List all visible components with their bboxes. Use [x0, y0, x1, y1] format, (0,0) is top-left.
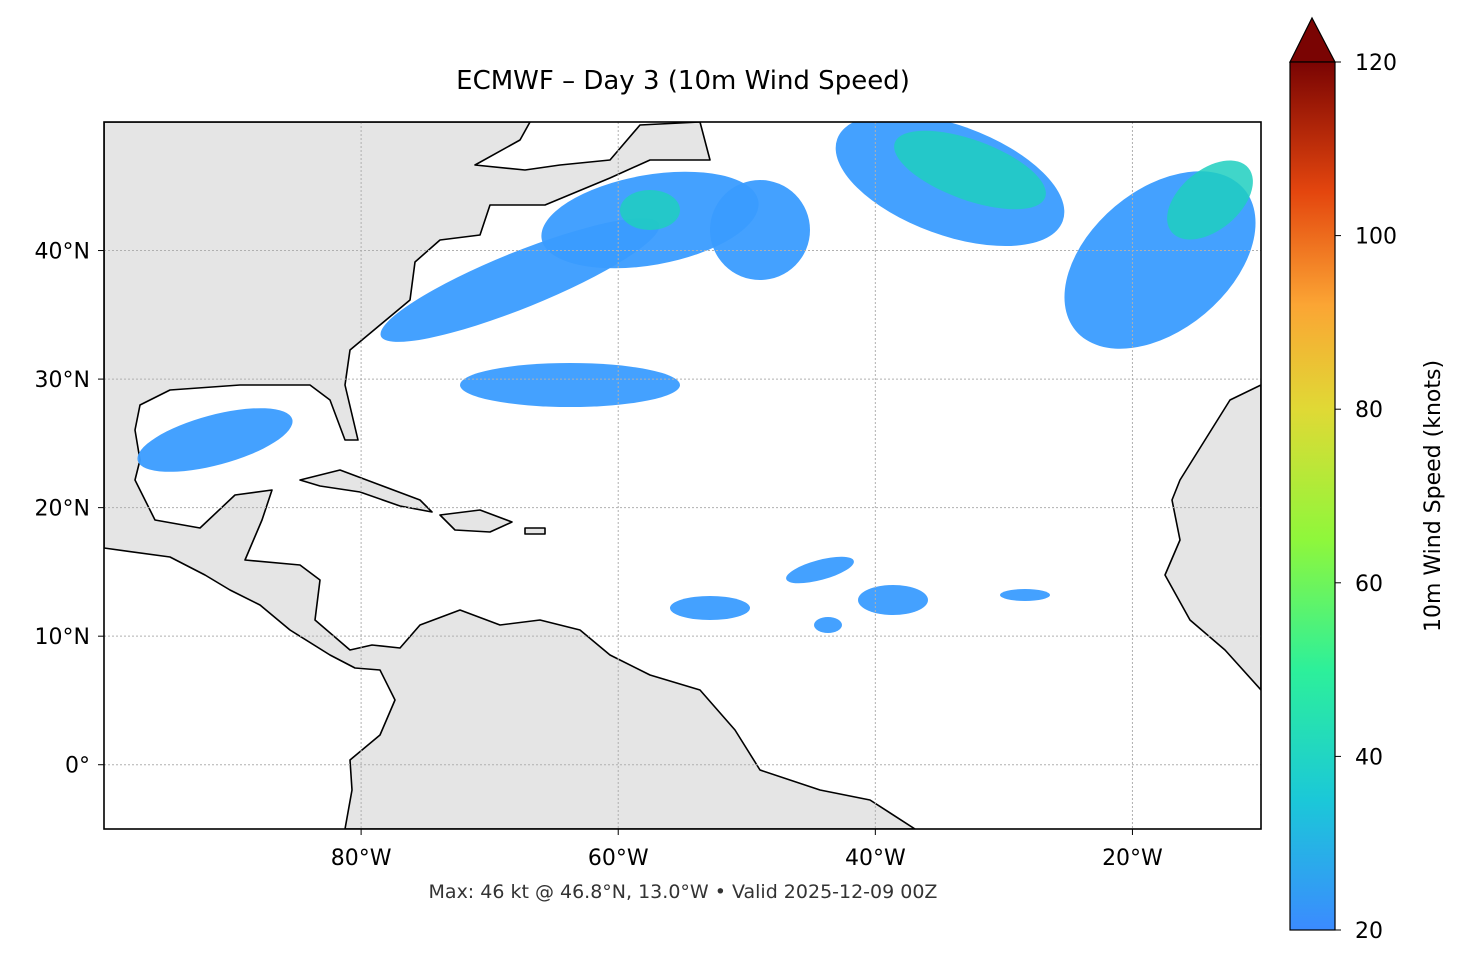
- wind-area: [858, 585, 928, 615]
- wind-area: [670, 596, 750, 620]
- y-tick-label: 0°: [65, 754, 90, 779]
- puerto-rico: [524, 527, 546, 535]
- wind-area: [137, 408, 293, 472]
- graticule: [104, 122, 1261, 829]
- hispaniola: [439, 509, 513, 533]
- map-title: ECMWF – Day 3 (10m Wind Speed): [456, 66, 910, 96]
- y-tick-label: 10°N: [35, 625, 90, 650]
- colorbar-tick-label: 40: [1355, 745, 1383, 770]
- wind-field: [137, 122, 1256, 633]
- colorbar: 10m Wind Speed (knots) 20 40 60 80 100 120: [1289, 16, 1446, 944]
- colorbar-extend: [1289, 16, 1336, 63]
- wind-area: [620, 190, 680, 230]
- colorbar-tick-label: 120: [1355, 51, 1397, 76]
- colorbar-tick-label: 60: [1355, 572, 1383, 597]
- x-tick-label: 20°W: [1102, 846, 1163, 871]
- wind-area: [894, 130, 1046, 210]
- colorbar-tick-label: 20: [1355, 919, 1383, 944]
- wind-area: [1000, 589, 1050, 601]
- y-tick-label: 30°N: [35, 368, 90, 393]
- footer-note: Max: 46 kt @ 46.8°N, 13.0°W • Valid 2025…: [429, 881, 938, 903]
- colorbar-tick-label: 80: [1355, 398, 1383, 423]
- x-tick-label: 60°W: [588, 846, 649, 871]
- americas: [104, 122, 916, 829]
- wind-area: [460, 363, 680, 407]
- africa: [1164, 384, 1261, 691]
- colorbar-label: 10m Wind Speed (knots): [1421, 360, 1446, 632]
- wind-area: [786, 556, 854, 584]
- y-tick-label: 40°N: [35, 240, 90, 265]
- map: [104, 122, 1261, 829]
- wind-area: [814, 617, 842, 633]
- map-frame: [103, 121, 1262, 830]
- colorbar-tick-label: 100: [1355, 225, 1397, 250]
- cuba: [299, 469, 433, 513]
- x-tick-label: 80°W: [331, 846, 392, 871]
- colorbar-bar: [1289, 61, 1336, 931]
- x-tick-label: 40°W: [845, 846, 906, 871]
- y-tick-label: 20°N: [35, 497, 90, 522]
- wind-area: [710, 180, 810, 280]
- wind-area: [1167, 160, 1253, 240]
